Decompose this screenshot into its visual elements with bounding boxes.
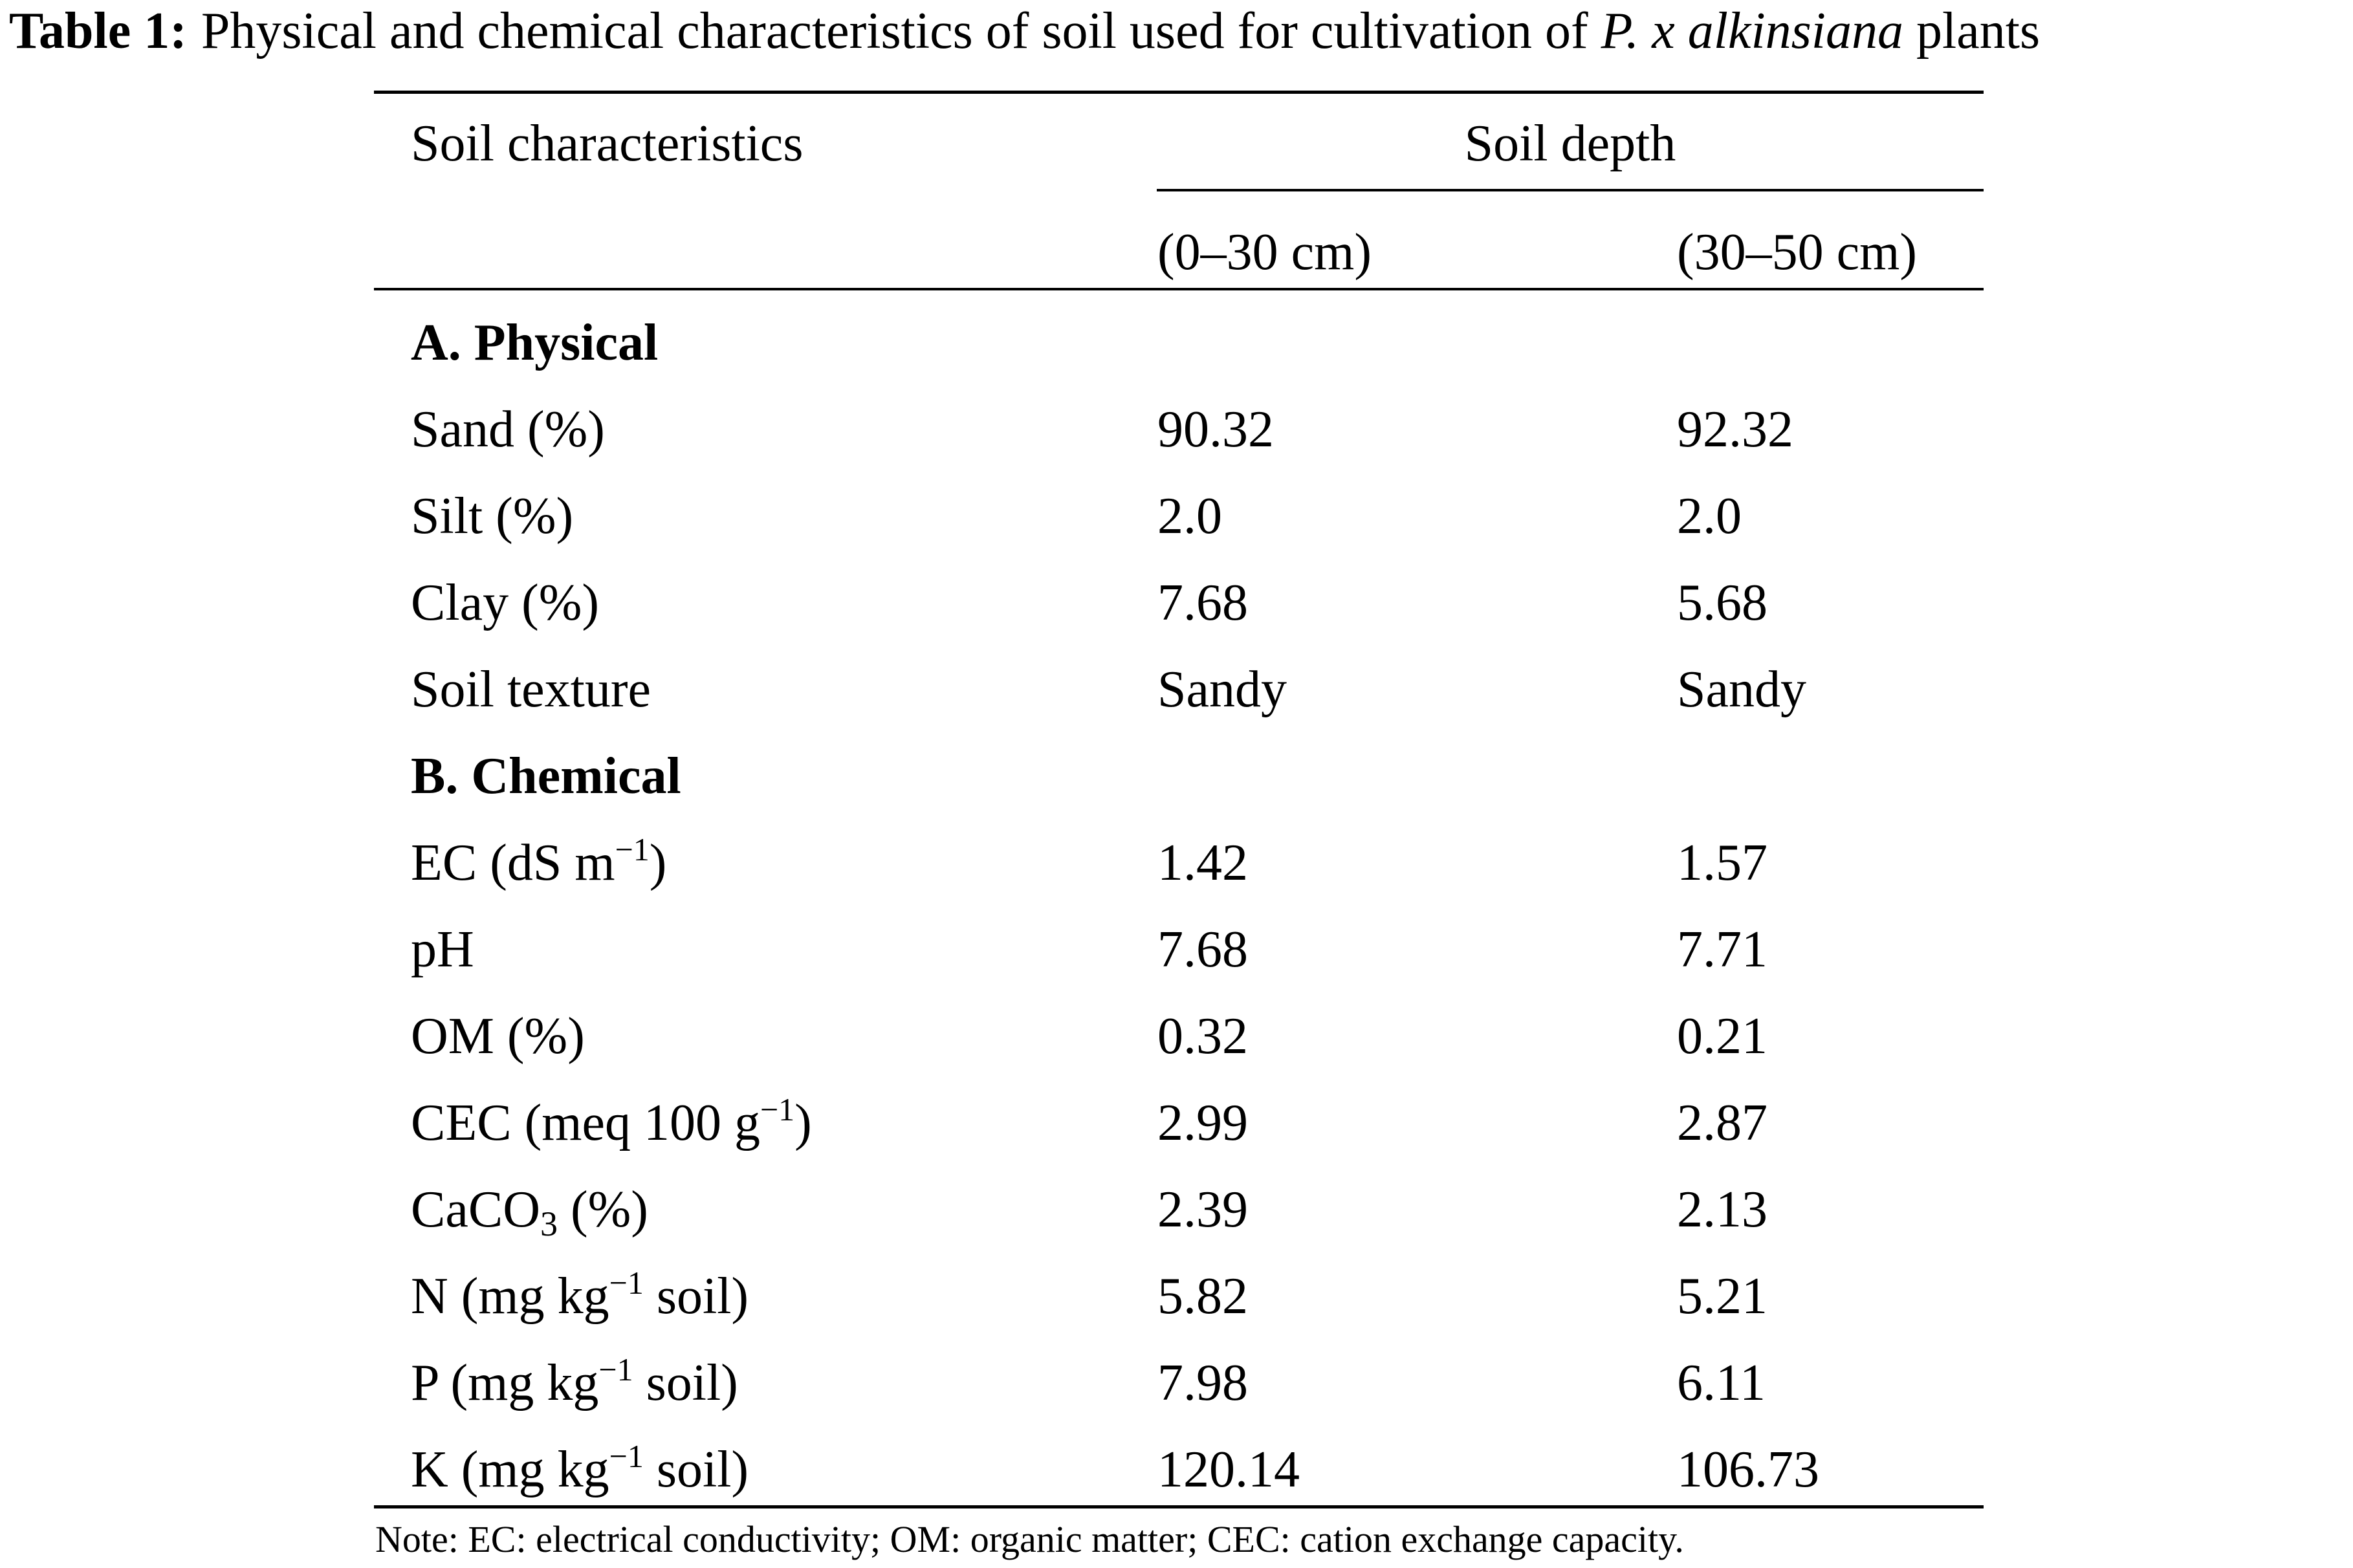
value-depth-0-30: Sandy [1157, 661, 1287, 718]
header-bottom-rule [374, 288, 1984, 290]
table-note: Note: EC: electrical conductivity; OM: o… [375, 1518, 1684, 1560]
parameter-text: EC (dS m [411, 834, 615, 891]
parameter-exponent: −1 [609, 1438, 644, 1474]
value-depth-30-50: 1.57 [1677, 834, 1767, 891]
value-depth-30-50: Sandy [1677, 661, 1806, 718]
value-depth-30-50: 5.21 [1677, 1268, 1767, 1325]
parameter-text-end: soil) [643, 1268, 749, 1325]
row-parameter: OM (%) [411, 1008, 585, 1065]
table-top-rule [374, 91, 1984, 94]
parameter-subscript: 3 [540, 1204, 558, 1243]
parameter-text-end: soil) [633, 1355, 738, 1411]
parameter-text: N (mg kg [411, 1268, 609, 1325]
value-depth-30-50: 0.21 [1677, 1008, 1767, 1065]
value-depth-0-30: 2.99 [1157, 1094, 1248, 1151]
depth-group-rule [1157, 189, 1984, 191]
value-depth-0-30: 7.68 [1157, 921, 1248, 978]
row-parameter: K (mg kg−1 soil) [411, 1437, 749, 1502]
header-soil-depth: Soil depth [1464, 115, 1676, 172]
parameter-text-end: ) [649, 834, 667, 891]
parameter-text-end: (%) [558, 1181, 648, 1238]
row-parameter: P (mg kg−1 soil) [411, 1351, 738, 1415]
caption-text: Physical and chemical characteristics of… [201, 3, 1588, 60]
section-heading: B. Chemical [411, 748, 681, 805]
parameter-exponent: −1 [609, 1265, 644, 1301]
row-parameter: EC (dS m−1) [411, 831, 666, 895]
value-depth-0-30: 7.68 [1157, 574, 1248, 631]
parameter-exponent: −1 [598, 1351, 633, 1388]
value-depth-0-30: 5.82 [1157, 1268, 1248, 1325]
value-depth-30-50: 2.13 [1677, 1181, 1767, 1238]
value-depth-30-50: 7.71 [1677, 921, 1767, 978]
header-depth-0-30: (0–30 cm) [1157, 224, 1372, 281]
parameter-text: K (mg kg [411, 1441, 609, 1498]
value-depth-0-30: 2.0 [1157, 488, 1222, 545]
value-depth-0-30: 1.42 [1157, 834, 1248, 891]
caption-species: P. x alkinsiana [1601, 3, 1904, 60]
parameter-text: P (mg kg [411, 1355, 599, 1411]
value-depth-30-50: 5.68 [1677, 574, 1767, 631]
header-depth-30-50: (30–50 cm) [1677, 224, 1918, 281]
parameter-text: CaCO [411, 1181, 540, 1238]
value-depth-0-30: 2.39 [1157, 1181, 1248, 1238]
row-parameter: Clay (%) [411, 574, 600, 631]
value-depth-30-50: 2.87 [1677, 1094, 1767, 1151]
value-depth-30-50: 92.32 [1677, 401, 1793, 458]
row-parameter: N (mg kg−1 soil) [411, 1264, 749, 1329]
parameter-exponent: −1 [615, 831, 650, 867]
section-heading: A. Physical [411, 314, 659, 371]
value-depth-0-30: 7.98 [1157, 1355, 1248, 1411]
row-parameter: CEC (meq 100 g−1) [411, 1091, 812, 1155]
header-soil-characteristics: Soil characteristics [411, 115, 804, 172]
value-depth-0-30: 90.32 [1157, 401, 1274, 458]
row-parameter: CaCO3 (%) [411, 1177, 648, 1242]
row-parameter: Sand (%) [411, 401, 605, 458]
table-label: Table 1: [9, 3, 187, 60]
table-bottom-rule [374, 1505, 1984, 1508]
parameter-text-end: ) [794, 1094, 812, 1151]
value-depth-0-30: 120.14 [1157, 1441, 1300, 1498]
parameter-text: CEC (meq 100 g [411, 1094, 760, 1151]
value-depth-30-50: 6.11 [1677, 1355, 1766, 1411]
caption-text-end: plants [1916, 3, 2041, 60]
parameter-text-end: soil) [643, 1441, 749, 1498]
row-parameter: Silt (%) [411, 488, 574, 545]
parameter-exponent: −1 [760, 1091, 795, 1127]
row-parameter: Soil texture [411, 661, 651, 718]
value-depth-30-50: 106.73 [1677, 1441, 1819, 1498]
table-caption: Table 1: Physical and chemical characteri… [9, 0, 2040, 62]
value-depth-30-50: 2.0 [1677, 488, 1742, 545]
value-depth-0-30: 0.32 [1157, 1008, 1248, 1065]
row-parameter: pH [411, 921, 474, 978]
